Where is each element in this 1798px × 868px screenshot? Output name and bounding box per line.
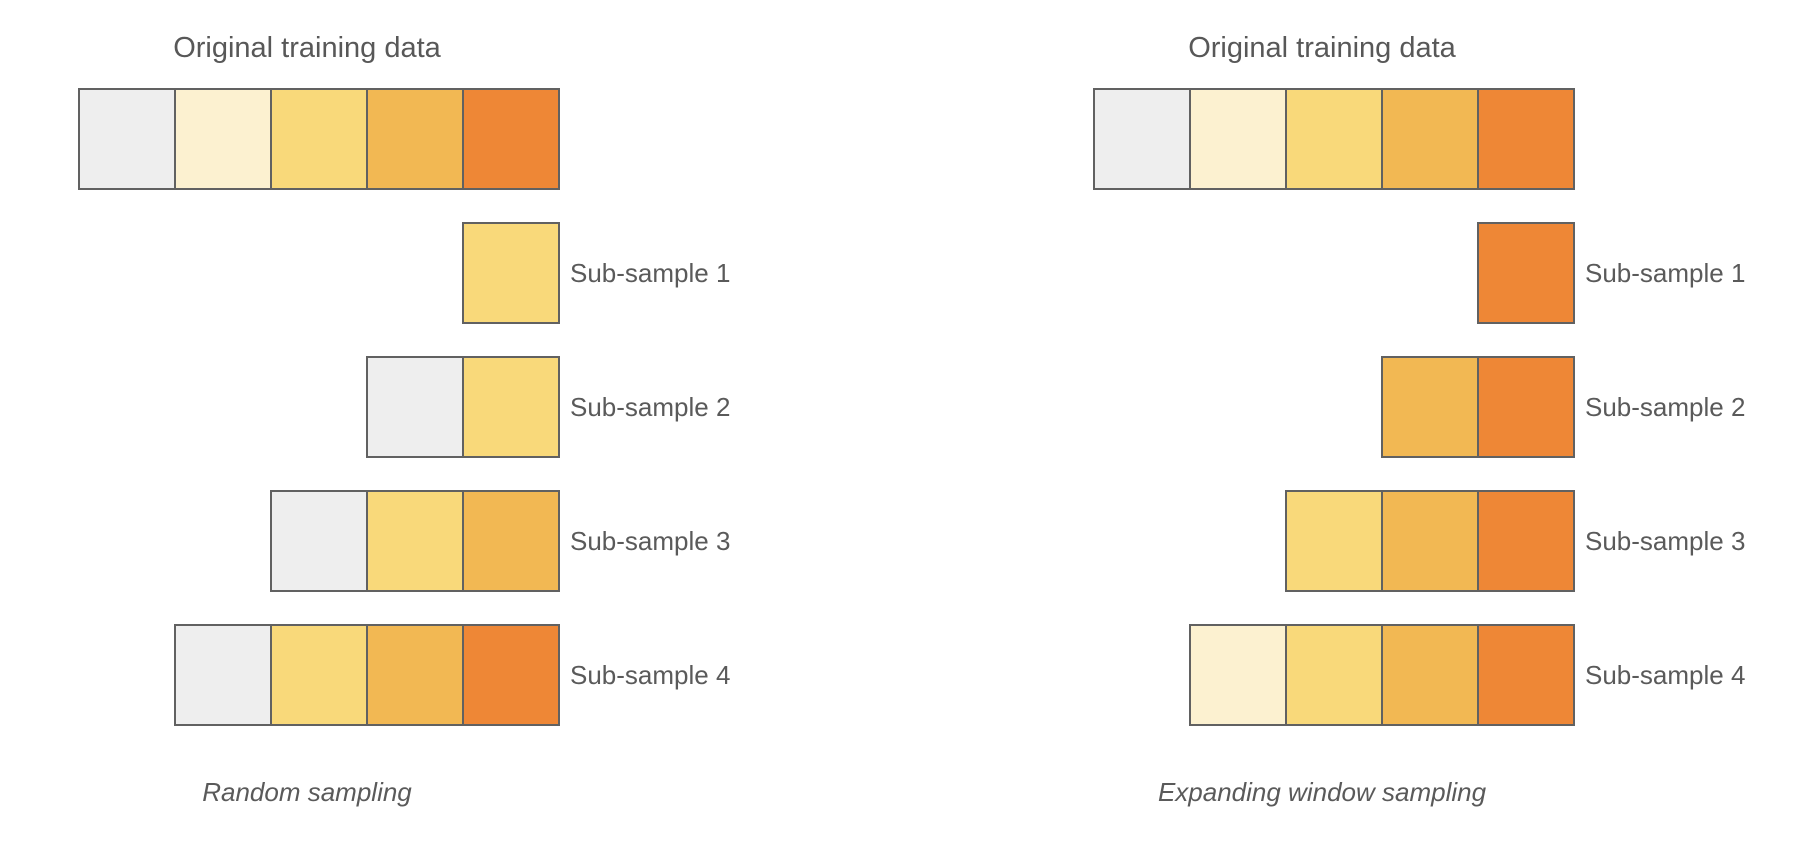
sub-sample-2-strip [1381, 356, 1575, 458]
sub-sample-1-strip [462, 222, 560, 324]
sub-sample-3-label: Sub-sample 3 [1585, 526, 1746, 556]
data-block-c5 [462, 88, 560, 190]
data-block-c4 [1381, 624, 1479, 726]
data-block-c4 [462, 490, 560, 592]
data-block-c5 [1477, 624, 1575, 726]
data-block-c1 [78, 88, 176, 190]
data-block-c2 [1189, 624, 1287, 726]
sub-sample-3-strip [270, 490, 560, 592]
data-block-c3 [1285, 88, 1383, 190]
data-block-c5 [1477, 356, 1575, 458]
sub-sample-1-strip [1477, 222, 1575, 324]
data-block-c5 [1477, 490, 1575, 592]
sub-sample-4-strip [174, 624, 560, 726]
panel-caption: Expanding window sampling [1157, 777, 1487, 807]
data-block-c4 [366, 624, 464, 726]
original-data-strip [78, 88, 560, 190]
panel-title: Original training data [173, 32, 441, 64]
data-block-c4 [1381, 88, 1479, 190]
data-block-c2 [1189, 88, 1287, 190]
data-block-c4 [1381, 490, 1479, 592]
data-block-c3 [1285, 624, 1383, 726]
data-block-c3 [366, 490, 464, 592]
sub-sample-4-strip [1189, 624, 1575, 726]
sub-sample-3-label: Sub-sample 3 [570, 526, 731, 556]
data-block-c3 [462, 222, 560, 324]
data-block-c5 [1477, 222, 1575, 324]
data-block-c1 [1093, 88, 1191, 190]
data-block-c1 [174, 624, 272, 726]
sub-sample-1-label: Sub-sample 1 [570, 258, 731, 288]
original-data-strip [1093, 88, 1575, 190]
sub-sample-2-label: Sub-sample 2 [1585, 392, 1746, 422]
sub-sample-4-label: Sub-sample 4 [570, 660, 731, 690]
sub-sample-1-label: Sub-sample 1 [1585, 258, 1746, 288]
data-block-c4 [366, 88, 464, 190]
data-block-c3 [1285, 490, 1383, 592]
random-sampling-panel: Original training data Sub-sample 1 Sub-… [0, 0, 780, 868]
sub-sample-2-strip [366, 356, 560, 458]
data-block-c3 [270, 88, 368, 190]
sub-sample-3-strip [1285, 490, 1575, 592]
sub-sample-2-label: Sub-sample 2 [570, 392, 731, 422]
data-block-c5 [1477, 88, 1575, 190]
data-block-c2 [174, 88, 272, 190]
panel-caption: Random sampling [202, 777, 412, 807]
data-block-c3 [462, 356, 560, 458]
data-block-c1 [366, 356, 464, 458]
panel-title: Original training data [1188, 32, 1456, 64]
expanding-window-panel: Original training data Sub-sample 1 Sub-… [1015, 0, 1795, 868]
data-block-c5 [462, 624, 560, 726]
data-block-c4 [1381, 356, 1479, 458]
sub-sample-4-label: Sub-sample 4 [1585, 660, 1746, 690]
data-block-c3 [270, 624, 368, 726]
data-block-c1 [270, 490, 368, 592]
